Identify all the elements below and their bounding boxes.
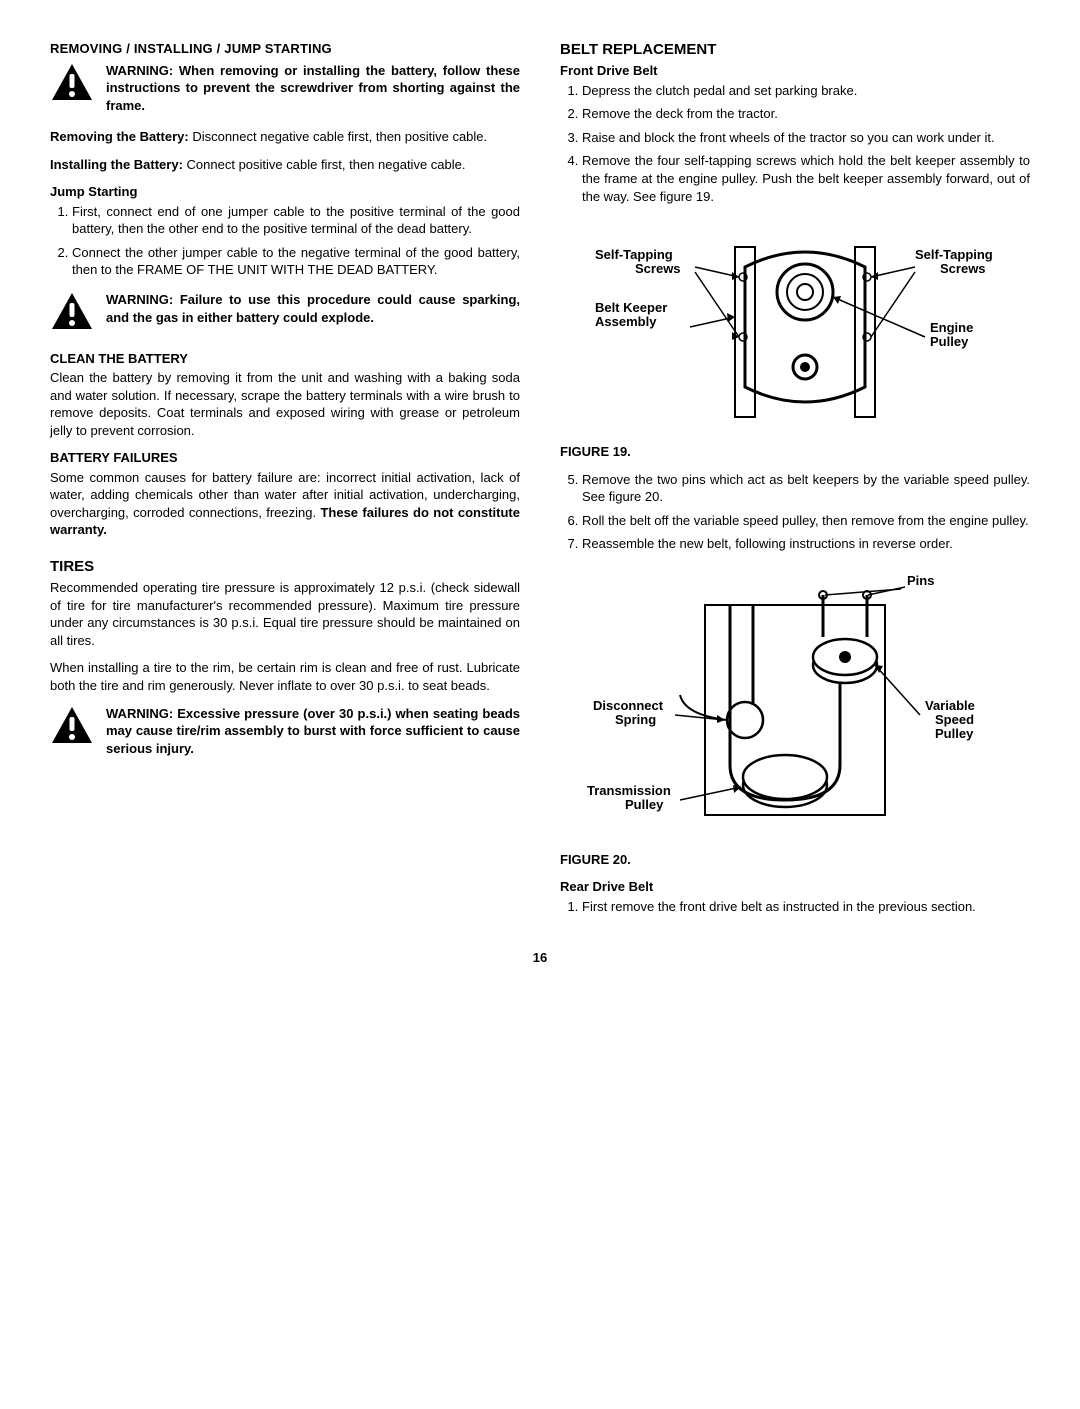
tires-p2: When installing a tire to the rim, be ce… [50,659,520,694]
warning-block-3: WARNING: Excessive pressure (over 30 p.s… [50,705,520,758]
right-column: BELT REPLACEMENT Front Drive Belt Depres… [560,40,1030,927]
front-steps-b: Remove the two pins which act as belt ke… [560,471,1030,553]
rear-steps: First remove the front drive belt as ins… [560,898,1030,916]
list-item: Reassemble the new belt, following instr… [582,535,1030,553]
list-item: Remove the four self-tapping screws whic… [582,152,1030,205]
fig19-label-screws-l: Self-TappingScrews [595,247,681,276]
figure-20: Pins DisconnectSpring VariableSpeedPulle… [560,565,1030,845]
svg-text:TransmissionPulley: TransmissionPulley [587,783,671,812]
left-column: REMOVING / INSTALLING / JUMP STARTING WA… [50,40,520,927]
warning-block-1: WARNING: When removing or installing the… [50,62,520,115]
list-item: Remove the deck from the tractor. [582,105,1030,123]
removing-text: Disconnect negative cable first, then po… [189,129,487,144]
page-number: 16 [50,949,1030,967]
warning-icon [50,705,94,750]
warning-text-2: WARNING: Failure to use this procedure c… [106,291,520,326]
front-steps-a: Depress the clutch pedal and set parking… [560,82,1030,205]
removing-battery: Removing the Battery: Disconnect negativ… [50,128,520,146]
svg-text:Pins: Pins [907,573,934,588]
installing-battery: Installing the Battery: Connect positive… [50,156,520,174]
list-item: First, connect end of one jumper cable t… [72,203,520,238]
belt-heading: BELT REPLACEMENT [560,40,1030,60]
list-item: Raise and block the front wheels of the … [582,129,1030,147]
svg-text:DisconnectSpring: DisconnectSpring [593,698,664,727]
clean-text: Clean the battery by removing it from th… [50,369,520,439]
figure-20-svg: Pins DisconnectSpring VariableSpeedPulle… [585,565,1005,845]
installing-text: Connect positive cable first, then negat… [183,157,466,172]
list-item: Depress the clutch pedal and set parking… [582,82,1030,100]
jump-steps: First, connect end of one jumper cable t… [50,203,520,279]
svg-text:EnginePulley: EnginePulley [930,320,973,349]
two-column-layout: REMOVING / INSTALLING / JUMP STARTING WA… [50,40,1030,927]
figure-19-svg: Self-TappingScrews Self-TappingScrews Be… [585,217,1005,437]
fig20-caption: FIGURE 20. [560,851,1030,869]
tires-heading: TIRES [50,557,520,577]
tires-p1: Recommended operating tire pressure is a… [50,579,520,649]
fig19-caption: FIGURE 19. [560,443,1030,461]
svg-text:VariableSpeedPulley: VariableSpeedPulley [925,698,975,741]
list-item: Connect the other jumper cable to the ne… [72,244,520,279]
warning-text-1: WARNING: When removing or installing the… [106,62,520,115]
warning-block-2: WARNING: Failure to use this procedure c… [50,291,520,336]
rear-heading: Rear Drive Belt [560,878,1030,896]
installing-label: Installing the Battery: [50,157,183,172]
front-heading: Front Drive Belt [560,62,1030,80]
clean-heading: CLEAN THE BATTERY [50,350,520,368]
figure-19: Self-TappingScrews Self-TappingScrews Be… [560,217,1030,437]
warning-text-3: WARNING: Excessive pressure (over 30 p.s… [106,705,520,758]
list-item: Roll the belt off the variable speed pul… [582,512,1030,530]
failures-para: Some common causes for battery failure a… [50,469,520,539]
svg-text:Belt KeeperAssembly: Belt KeeperAssembly [595,300,667,329]
removing-label: Removing the Battery: [50,129,189,144]
failures-heading: BATTERY FAILURES [50,449,520,467]
jump-heading: Jump Starting [50,183,520,201]
warning-icon [50,62,94,107]
warning-icon [50,291,94,336]
heading-removing: REMOVING / INSTALLING / JUMP STARTING [50,40,520,58]
svg-text:Self-TappingScrews: Self-TappingScrews [915,247,993,276]
list-item: First remove the front drive belt as ins… [582,898,1030,916]
list-item: Remove the two pins which act as belt ke… [582,471,1030,506]
